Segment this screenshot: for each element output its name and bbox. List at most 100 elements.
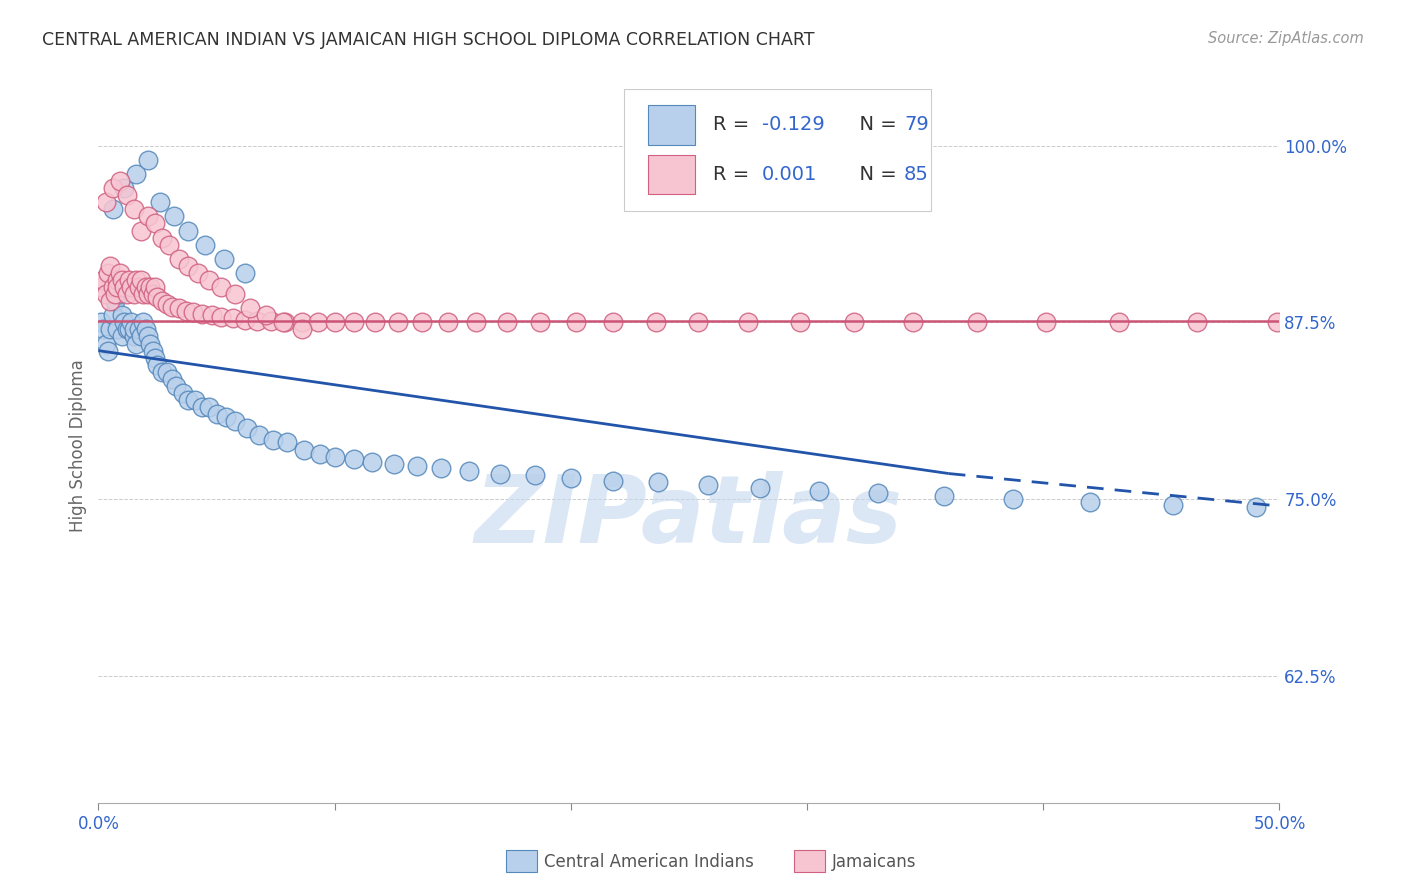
Point — [239, 301, 262, 316]
Point — [903, 315, 925, 329]
Y-axis label: High School Diploma: High School Diploma — [69, 359, 87, 533]
Point — [90, 315, 112, 329]
Point — [290, 322, 312, 336]
Point — [101, 280, 124, 294]
Point — [136, 210, 159, 224]
Point — [184, 393, 207, 408]
Point — [125, 336, 148, 351]
Point — [97, 266, 120, 280]
Point — [276, 435, 298, 450]
Point — [105, 322, 128, 336]
Text: 0.001: 0.001 — [762, 165, 817, 185]
Text: Source: ZipAtlas.com: Source: ZipAtlas.com — [1208, 31, 1364, 46]
Point — [167, 252, 190, 266]
Point — [122, 202, 145, 217]
Point — [644, 315, 666, 329]
Point — [146, 290, 169, 304]
Point — [149, 195, 172, 210]
Point — [215, 410, 238, 425]
Point — [1265, 315, 1288, 329]
Point — [191, 400, 214, 414]
Point — [146, 358, 169, 372]
Point — [342, 315, 364, 329]
Point — [529, 315, 551, 329]
Point — [198, 400, 221, 414]
Point — [323, 450, 346, 464]
Point — [246, 314, 269, 328]
Point — [254, 308, 277, 322]
Point — [209, 310, 232, 324]
Point — [101, 181, 124, 195]
Point — [364, 315, 387, 329]
Point — [361, 455, 384, 469]
Point — [111, 329, 134, 343]
FancyBboxPatch shape — [624, 89, 931, 211]
Point — [143, 216, 166, 230]
Point — [748, 481, 770, 495]
Point — [135, 280, 157, 294]
Point — [564, 315, 586, 329]
Point — [430, 461, 453, 475]
Text: ZIPatlas: ZIPatlas — [475, 471, 903, 564]
Point — [150, 230, 173, 244]
Point — [163, 210, 186, 224]
Point — [121, 280, 143, 294]
Point — [115, 322, 138, 336]
FancyBboxPatch shape — [648, 155, 695, 194]
Point — [115, 287, 138, 301]
Point — [94, 195, 117, 210]
Point — [105, 287, 128, 301]
Point — [98, 259, 121, 273]
Point — [205, 407, 228, 421]
Point — [236, 421, 259, 435]
Point — [98, 294, 121, 309]
Point — [101, 202, 124, 217]
Point — [247, 428, 270, 442]
Point — [150, 294, 173, 309]
Point — [191, 307, 214, 321]
Point — [696, 478, 718, 492]
Text: Central American Indians: Central American Indians — [544, 853, 754, 871]
Text: R =: R = — [713, 115, 755, 135]
Point — [118, 273, 141, 287]
Point — [177, 393, 200, 408]
Point — [104, 294, 127, 309]
Point — [292, 442, 315, 457]
Text: R =: R = — [713, 165, 755, 185]
Point — [342, 452, 364, 467]
Point — [136, 153, 159, 167]
Point — [737, 315, 759, 329]
Point — [91, 273, 114, 287]
Point — [224, 287, 246, 301]
Point — [108, 174, 131, 188]
Point — [465, 315, 488, 329]
Point — [233, 266, 256, 280]
Point — [489, 467, 512, 481]
Text: Jamaicans: Jamaicans — [832, 853, 917, 871]
Point — [150, 365, 173, 379]
Point — [115, 188, 138, 202]
Point — [122, 329, 145, 343]
Point — [97, 343, 120, 358]
Point — [132, 315, 155, 329]
Point — [406, 459, 429, 474]
Point — [111, 273, 134, 287]
Point — [115, 280, 138, 294]
Point — [136, 329, 159, 343]
Point — [94, 287, 117, 301]
Point — [209, 280, 232, 294]
Text: N =: N = — [848, 115, 903, 135]
Point — [105, 280, 128, 294]
Point — [122, 322, 145, 336]
Point — [129, 273, 152, 287]
Point — [194, 237, 217, 252]
Point — [1185, 315, 1208, 329]
Point — [142, 287, 165, 301]
Point — [157, 237, 180, 252]
Point — [125, 273, 148, 287]
Point — [1244, 500, 1267, 515]
Point — [1001, 491, 1024, 506]
Point — [260, 314, 283, 328]
Point — [262, 433, 284, 447]
Point — [108, 287, 131, 301]
